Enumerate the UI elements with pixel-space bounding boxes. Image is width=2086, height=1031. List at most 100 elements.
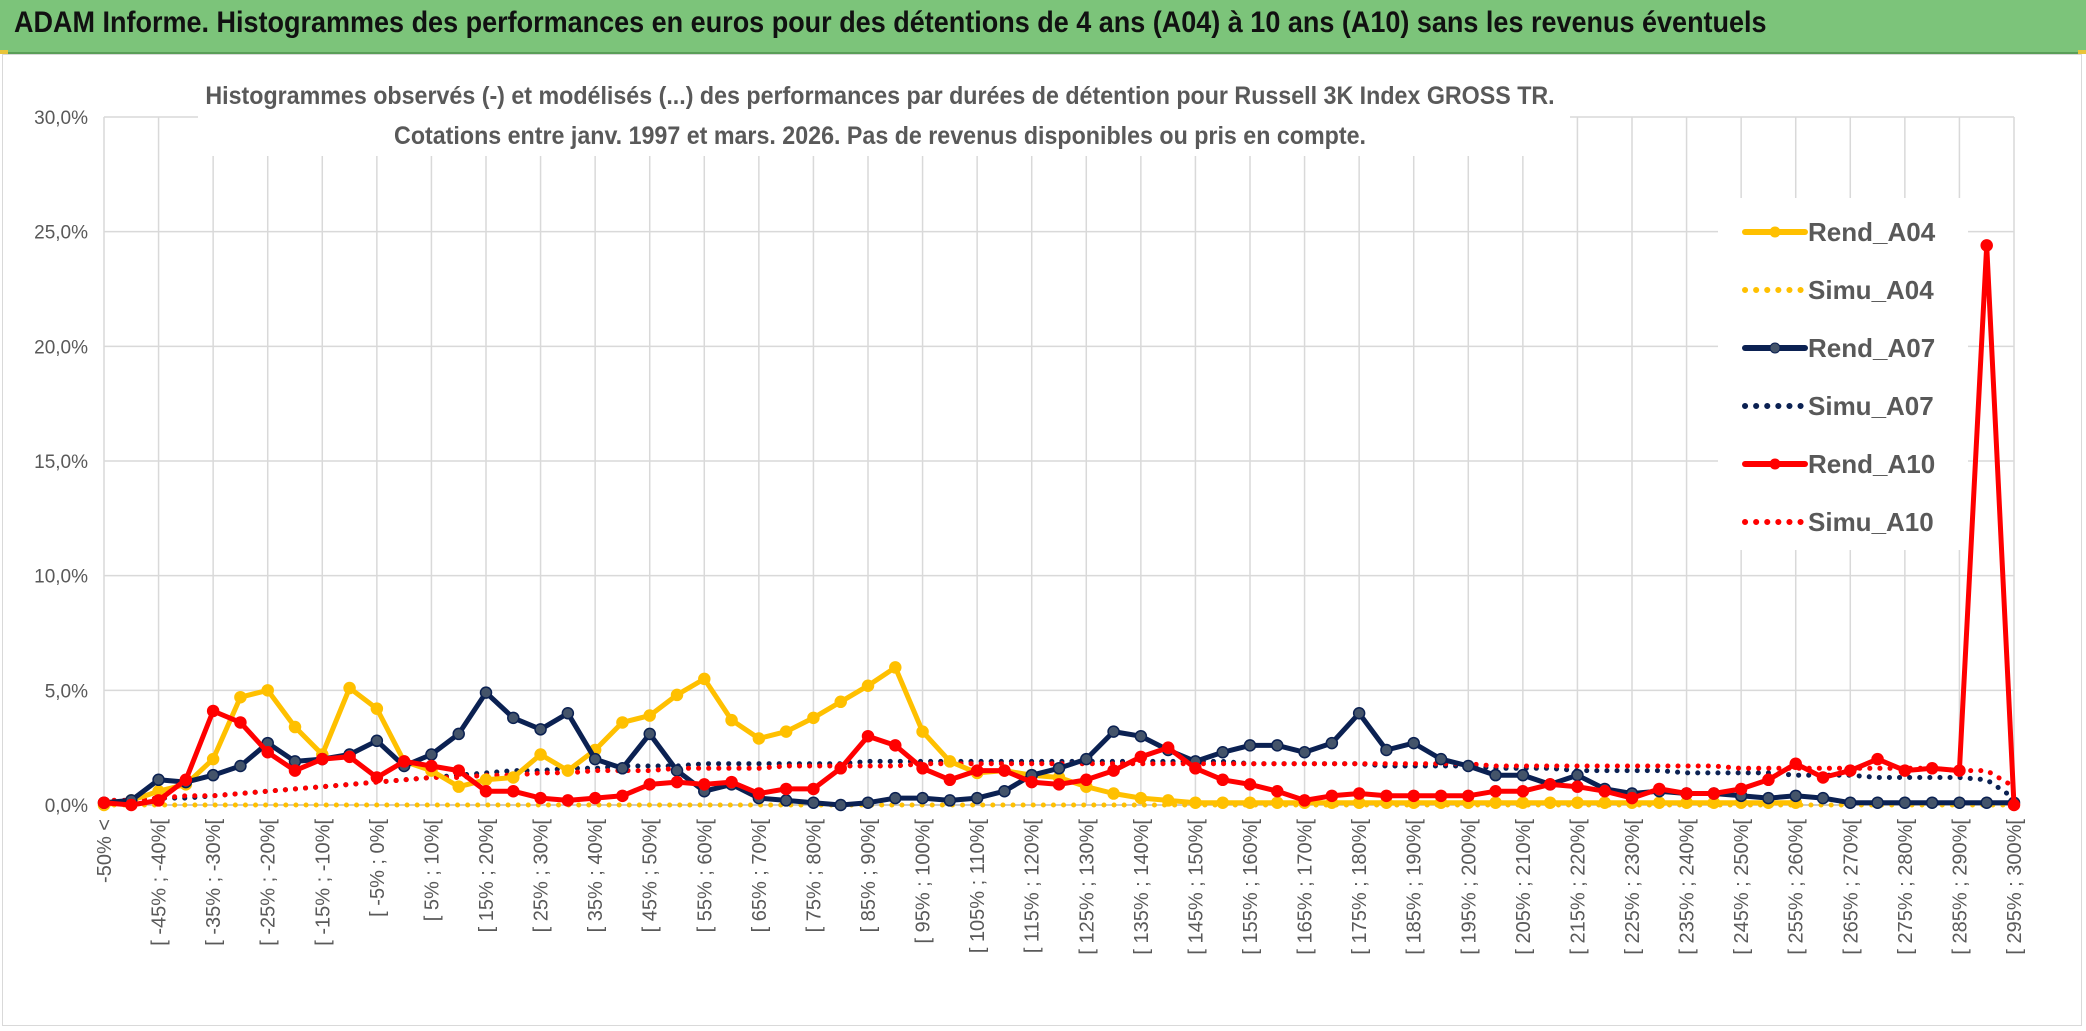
x-tick-label: [ 255% ; 260%[ [1786,819,1808,955]
data-point [261,746,274,759]
data-point [1680,787,1693,800]
legend-label: Rend_A04 [1808,217,1936,247]
data-point [1352,787,1366,800]
y-tick-label: 0,0% [45,796,88,817]
x-tick-label: [ 105% ; 110%[ [967,819,989,954]
data-point [916,725,929,738]
data-point [452,727,465,741]
x-tick-label: [ 195% ; 200%[ [1458,819,1480,955]
x-tick-label: [ 145% ; 150%[ [1185,819,1207,955]
x-tick-label: [ -25% ; -20%[ [258,819,280,946]
y-tick-label: 20,0% [34,337,88,358]
y-axis: 0,0% 5,0% 10,0% 15,0% 20,0% 25,0% 30,0% [34,108,88,817]
series-line [101,761,2017,803]
data-point [534,723,547,736]
data-point [670,764,684,777]
data-point [779,725,793,738]
data-point [1571,780,1584,793]
banner-corner-left [0,50,8,54]
data-point [370,771,384,784]
data-point [1107,725,1120,738]
data-point [1161,794,1175,807]
data-point [834,798,847,812]
legend-marker [1769,342,1781,354]
data-point [452,780,465,793]
data-point [1516,768,1530,782]
data-point [1216,796,1229,809]
data-point [479,686,493,699]
legend: Rend_A04 Simu_A04 Rend_A07 Simu_A07 Rend_A10… [1742,217,1936,537]
data-point [1543,778,1557,791]
data-point [125,798,138,812]
series-simu-a10 [101,761,2017,803]
data-point [1298,794,1311,807]
legend-backdrop [1718,198,1968,550]
x-tick-label: [ 65% ; 70%[ [749,819,771,933]
series-rend-a10 [97,239,2021,812]
data-point [206,704,220,718]
data-point [1844,764,1857,777]
data-point [1816,791,1830,805]
data-point [1080,752,1093,766]
y-tick-label: 25,0% [34,223,88,244]
data-point [1625,791,1639,805]
data-point [261,684,274,697]
x-tick-label: [ 75% ; 80%[ [803,819,825,933]
data-point [561,794,575,807]
data-point [1134,750,1148,764]
data-point [1653,796,1666,809]
legend-label: Simu_A10 [1808,507,1934,537]
x-tick-label: [ 85% ; 90%[ [858,819,880,933]
x-tick-label: [ 245% ; 250%[ [1731,819,1753,955]
data-point [234,759,247,773]
data-point [1953,764,1966,777]
data-point [370,702,384,715]
data-point [1080,773,1093,787]
data-point [643,778,656,791]
data-point [1816,771,1830,784]
x-tick-label: [ -15% ; -10%[ [312,819,334,946]
data-point [861,679,875,692]
x-tick-label: [ 265% ; 270%[ [1840,819,1862,955]
x-tick-label: [ 205% ; 210%[ [1513,819,1535,955]
x-tick-label: [ 275% ; 280%[ [1895,819,1917,955]
data-point [1980,796,1993,809]
legend-label: Simu_A07 [1808,391,1934,421]
x-tick-label: [ 45% ; 50%[ [640,819,662,933]
data-point [1216,773,1229,787]
data-point [1844,796,1857,809]
x-tick-label: [ 25% ; 30%[ [531,819,553,933]
data-point [1489,784,1502,798]
x-tick-label: [ 115% ; 120%[ [1022,819,1044,954]
data-point [206,768,220,782]
data-point [889,661,902,674]
x-axis: -50% < [ -45% ; -40%[[ -35% ; -30%[[ -25%… [94,804,2026,955]
data-point [725,713,738,727]
legend-label: Simu_A04 [1808,275,1934,305]
data-point [1980,239,1993,252]
data-point [807,782,820,796]
data-point [1352,707,1366,720]
legend-marker [1769,458,1781,470]
data-point [234,690,247,704]
x-tick-label: -50% < [94,819,116,883]
data-point [861,729,875,743]
legend-item-simu-a07: Simu_A07 [1742,391,1934,421]
data-point [97,796,111,809]
data-point [425,759,438,773]
data-point [834,695,847,709]
data-point [1707,787,1721,800]
x-tick-label: [ 215% ; 220%[ [1567,819,1589,955]
legend-item-simu-a04: Simu_A04 [1742,275,1934,305]
data-point [370,734,384,748]
data-point [1025,775,1038,789]
x-tick-label: [ 125% ; 130%[ [1076,819,1098,955]
data-point [1271,796,1284,809]
data-point [561,764,575,777]
x-tick-label: [ -5% ; 0%[ [367,819,389,917]
x-tick-label: [ 135% ; 140%[ [1131,819,1153,955]
data-point [1762,791,1775,805]
data-point [1325,789,1339,803]
data-point [861,796,875,809]
data-point [1107,764,1120,777]
